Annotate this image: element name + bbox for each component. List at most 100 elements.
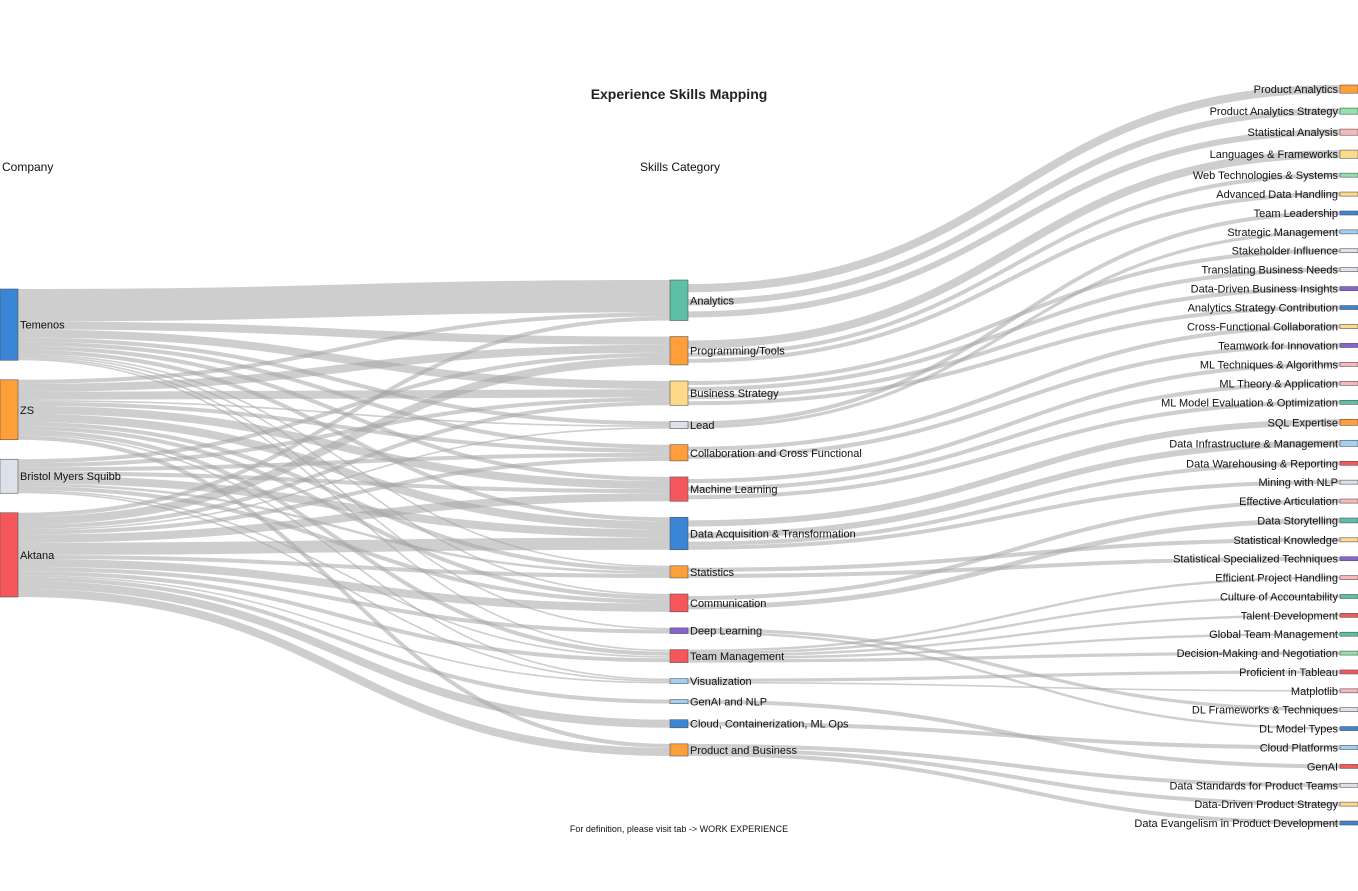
node-cloud-containerization-ml-ops[interactable]: [669, 719, 689, 729]
node-visualization[interactable]: [669, 678, 689, 684]
node-ml-model-evaluation-and-optimization[interactable]: [1339, 399, 1358, 405]
node-communication[interactable]: [669, 593, 689, 613]
node-genai-and-nlp[interactable]: [669, 699, 689, 704]
link-team-management-to-decision-making-and-negotiation: [687, 651, 1341, 663]
node-ml-theory-and-application[interactable]: [1339, 381, 1358, 386]
node-web-technologies-and-systems[interactable]: [1339, 172, 1358, 178]
node-strategic-management[interactable]: [1339, 229, 1358, 235]
node-matplotlib[interactable]: [1339, 688, 1358, 694]
node-label-lead: Lead: [690, 420, 714, 432]
node-culture-of-accountability[interactable]: [1339, 594, 1358, 599]
node-talent-development[interactable]: [1339, 613, 1358, 618]
node-lead[interactable]: [669, 421, 689, 429]
node-label-culture-of-accountability: Culture of Accountability: [1220, 591, 1339, 603]
node-label-visualization: Visualization: [690, 676, 752, 688]
node-sql-expertise[interactable]: [1339, 418, 1358, 426]
node-proficient-in-tableau[interactable]: [1339, 669, 1358, 675]
node-aktana[interactable]: [0, 512, 19, 598]
node-label-business-strategy: Business Strategy: [690, 388, 779, 400]
link-zs-to-business-strategy: [17, 389, 671, 401]
link-zs-to-visualization: [17, 434, 671, 681]
node-label-data-standards-for-product-teams: Data Standards for Product Teams: [1169, 780, 1338, 792]
node-label-proficient-in-tableau: Proficient in Tableau: [1239, 667, 1338, 679]
node-label-analytics: Analytics: [690, 295, 735, 307]
node-label-team-management: Team Management: [690, 651, 784, 663]
node-zs[interactable]: [0, 379, 19, 441]
node-data-driven-product-strategy[interactable]: [1339, 801, 1358, 807]
node-advanced-data-handling[interactable]: [1339, 191, 1358, 197]
node-collaboration-and-cross-functional[interactable]: [669, 444, 689, 462]
node-global-team-management[interactable]: [1339, 631, 1358, 637]
node-effective-articulation[interactable]: [1339, 498, 1358, 504]
node-statistical-analysis[interactable]: [1339, 128, 1358, 136]
node-teamwork-for-innovation[interactable]: [1339, 343, 1358, 348]
node-machine-learning[interactable]: [669, 476, 689, 502]
link-zs-to-programming-tools: [17, 344, 671, 392]
nodes-group: Temenos ZS Bristol Myers Squibb Aktana Analy…: [0, 84, 1358, 830]
node-decision-making-and-negotiation[interactable]: [1339, 650, 1358, 656]
node-label-dl-frameworks-and-techniques: DL Frameworks & Techniques: [1192, 705, 1339, 717]
link-zs-to-machine-learning: [17, 405, 671, 490]
node-mining-with-nlp[interactable]: [1339, 479, 1358, 485]
node-analytics-strategy-contribution[interactable]: [1339, 305, 1358, 310]
link-statistics-to-statistical-specialized-techniques: [687, 556, 1341, 578]
node-label-data-driven-product-strategy: Data-Driven Product Strategy: [1194, 799, 1338, 811]
node-label-data-driven-business-insights: Data-Driven Business Insights: [1191, 284, 1339, 296]
node-dl-frameworks-and-techniques[interactable]: [1339, 707, 1358, 712]
column-title-company: Company: [2, 160, 53, 174]
node-label-translating-business-needs: Translating Business Needs: [1201, 265, 1338, 277]
node-label-genai: GenAI: [1307, 761, 1338, 773]
links-group: [17, 85, 1341, 825]
node-label-effective-articulation: Effective Articulation: [1239, 496, 1338, 508]
node-genai[interactable]: [1339, 764, 1358, 769]
node-data-storytelling[interactable]: [1339, 517, 1358, 524]
link-aktana-to-genai-and-nlp: [17, 576, 671, 704]
chart-title: Experience Skills Mapping: [591, 86, 768, 102]
node-team-leadership[interactable]: [1339, 210, 1358, 216]
node-translating-business-needs[interactable]: [1339, 267, 1358, 273]
link-team-management-to-global-team-management: [687, 633, 1341, 660]
node-efficient-project-handling[interactable]: [1339, 575, 1358, 580]
node-label-ml-model-evaluation-and-optimization: ML Model Evaluation & Optimization: [1161, 397, 1338, 409]
node-label-cross-functional-collaboration: Cross-Functional Collaboration: [1187, 321, 1338, 333]
link-temenos-to-business-strategy: [17, 329, 671, 390]
node-data-driven-business-insights[interactable]: [1339, 286, 1358, 291]
node-statistical-knowledge[interactable]: [1339, 537, 1358, 543]
node-programming-tools[interactable]: [669, 336, 689, 366]
node-label-bristol-myers-squibb: Bristol Myers Squibb: [20, 471, 121, 483]
node-business-strategy[interactable]: [669, 380, 689, 406]
node-statistics[interactable]: [669, 565, 689, 579]
node-team-management[interactable]: [669, 649, 689, 663]
node-deep-learning[interactable]: [669, 627, 689, 634]
link-machine-learning-to-ml-model-evaluation-and-optimization: [687, 400, 1341, 500]
node-data-warehousing-and-reporting[interactable]: [1339, 460, 1358, 466]
link-aktana-to-team-management: [17, 571, 671, 663]
node-cloud-platforms[interactable]: [1339, 745, 1358, 750]
node-statistical-specialized-techniques[interactable]: [1339, 556, 1358, 562]
node-label-statistics: Statistics: [690, 567, 735, 579]
node-cross-functional-collaboration[interactable]: [1339, 324, 1358, 329]
node-product-and-business[interactable]: [669, 743, 689, 757]
link-machine-learning-to-ml-theory-and-application: [687, 381, 1341, 492]
node-temenos[interactable]: [0, 288, 19, 361]
node-languages-and-frameworks[interactable]: [1339, 149, 1358, 159]
node-product-analytics-strategy[interactable]: [1339, 107, 1358, 115]
link-programming-tools-to-advanced-data-handling: [687, 192, 1341, 363]
node-dl-model-types[interactable]: [1339, 726, 1358, 731]
link-aktana-to-statistics: [17, 554, 671, 578]
link-temenos-to-deep-learning: [17, 357, 671, 630]
node-label-cloud-containerization-ml-ops: Cloud, Containerization, ML Ops: [690, 719, 849, 731]
node-product-analytics[interactable]: [1339, 84, 1358, 94]
link-communication-to-data-storytelling: [687, 517, 1341, 610]
node-label-teamwork-for-innovation: Teamwork for Innovation: [1218, 340, 1338, 352]
node-data-standards-for-product-teams[interactable]: [1339, 782, 1358, 788]
link-data-acquisition-and-transformation-to-sql-expertise: [687, 419, 1341, 527]
node-data-infrastructure-and-management[interactable]: [1339, 439, 1358, 447]
node-stakeholder-influence[interactable]: [1339, 248, 1358, 254]
node-bristol-myers-squibb[interactable]: [0, 458, 19, 494]
node-data-evangelism-in-product-development[interactable]: [1339, 820, 1358, 826]
node-analytics[interactable]: [669, 279, 689, 321]
node-data-acquisition-and-transformation[interactable]: [669, 517, 689, 551]
node-ml-techniques-and-algorithms[interactable]: [1339, 362, 1358, 367]
link-business-strategy-to-data-driven-business-insights: [687, 286, 1341, 400]
